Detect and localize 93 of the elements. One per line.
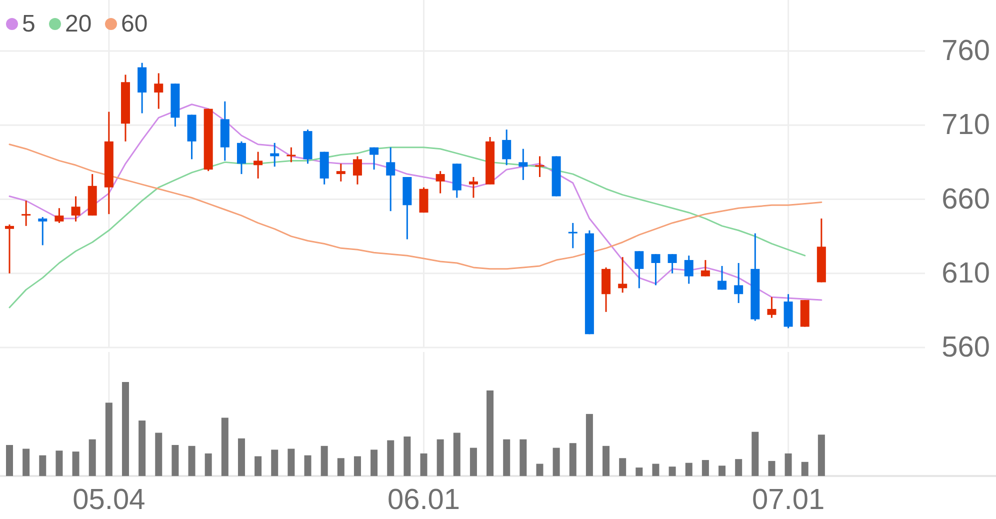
candlestick	[22, 200, 31, 227]
bar	[536, 464, 544, 476]
bar	[88, 439, 96, 476]
candlestick	[568, 222, 578, 249]
bar	[420, 453, 428, 476]
bar	[801, 462, 808, 476]
bar	[39, 455, 46, 476]
candlestick	[651, 253, 660, 286]
candlestick	[468, 176, 478, 199]
candlestick	[286, 146, 296, 163]
bar	[784, 453, 792, 476]
bar	[552, 448, 560, 476]
candlestick	[419, 186, 428, 214]
legend-label: 20	[65, 10, 92, 38]
bar	[271, 450, 278, 476]
candlestick	[618, 256, 628, 294]
bar	[122, 382, 129, 476]
y-tick-label: 760	[942, 35, 990, 67]
bar	[254, 456, 262, 476]
candlestick	[668, 253, 677, 274]
candlestick	[535, 156, 544, 178]
bar	[105, 402, 112, 476]
bar	[702, 460, 709, 476]
bar	[619, 458, 626, 476]
bar	[304, 455, 312, 476]
legend-label: 5	[22, 10, 36, 38]
bar	[22, 448, 30, 476]
bar	[752, 432, 759, 476]
candlestick	[236, 140, 246, 175]
bar	[172, 444, 179, 476]
x-tick-label: 06.01	[387, 484, 460, 516]
bar	[685, 462, 692, 476]
candlestick	[370, 146, 379, 170]
candlestick	[502, 128, 512, 166]
candlestick	[336, 162, 346, 182]
candlestick	[54, 207, 64, 224]
bar	[6, 444, 13, 476]
bar	[354, 456, 361, 476]
candlestick	[38, 216, 48, 246]
bar	[486, 390, 494, 476]
legend-label: 60	[121, 10, 148, 38]
bar	[436, 439, 444, 476]
bar	[404, 436, 411, 476]
bar	[503, 439, 510, 476]
bar	[768, 460, 776, 476]
bar	[138, 420, 146, 476]
candlestick	[71, 196, 80, 222]
bar	[520, 439, 527, 476]
bar	[72, 452, 80, 476]
candlestick	[254, 151, 263, 180]
candlestick	[734, 262, 744, 304]
candlestick	[684, 254, 694, 285]
line-series	[8, 144, 822, 270]
y-tick-label: 610	[942, 257, 990, 290]
bar	[668, 466, 676, 476]
bar	[602, 446, 610, 476]
y-tick-label: 710	[942, 109, 990, 142]
candlestick	[5, 224, 14, 274]
candlestick	[436, 170, 445, 194]
candlestick	[352, 156, 362, 186]
candlestick	[518, 148, 528, 181]
candlestick	[634, 250, 644, 289]
bar	[204, 453, 212, 476]
candlestick	[767, 296, 776, 319]
candlestick	[386, 146, 396, 212]
bar	[735, 459, 742, 476]
bar	[387, 440, 394, 476]
bar	[337, 458, 344, 476]
candlestick	[718, 265, 727, 290]
candlestick	[154, 72, 164, 110]
x-tick-label: 05.04	[72, 484, 146, 516]
bar	[288, 448, 295, 476]
line-series	[8, 104, 822, 301]
bar	[569, 443, 576, 476]
bar	[56, 450, 63, 476]
bar	[453, 432, 460, 476]
bar	[188, 446, 196, 476]
candlestick	[270, 142, 280, 168]
x-tick-label: 07.01	[752, 484, 825, 516]
bar	[586, 414, 593, 476]
y-tick-label: 660	[942, 183, 990, 216]
bar	[370, 450, 378, 476]
bar	[155, 432, 162, 476]
bar	[636, 468, 643, 476]
bar	[652, 464, 660, 476]
y-tick-label: 560	[942, 332, 990, 364]
bar	[320, 446, 328, 476]
bar	[221, 418, 228, 476]
bar	[238, 438, 245, 476]
bar	[470, 448, 477, 476]
bar	[718, 466, 726, 476]
candlestick	[700, 259, 710, 278]
bar	[818, 434, 825, 476]
